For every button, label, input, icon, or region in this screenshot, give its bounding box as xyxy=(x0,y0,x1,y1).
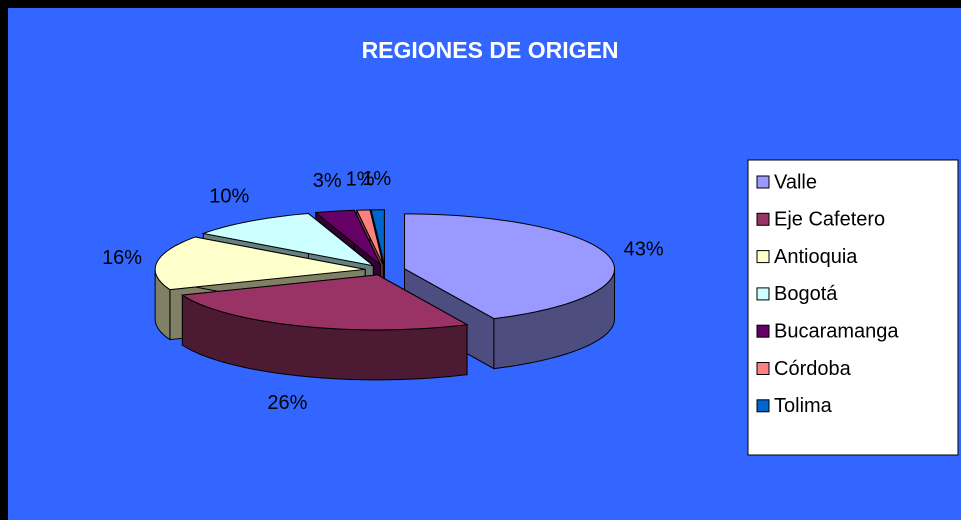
legend-label: Antioquia xyxy=(774,246,858,268)
slice xyxy=(356,209,384,266)
legend-swatch xyxy=(756,362,770,375)
chart-title: REGIONES DE ORIGEN xyxy=(362,37,619,63)
legend-swatch xyxy=(756,324,770,338)
legend-label: Eje Cafetero xyxy=(774,209,885,231)
legend-swatch xyxy=(756,175,770,189)
data-label: 3% xyxy=(313,170,342,192)
legend-label: Valle xyxy=(774,171,817,193)
data-label: 1% xyxy=(346,168,375,190)
data-label: 1% xyxy=(362,168,391,190)
legend xyxy=(747,159,959,456)
legend-label: Tolima xyxy=(774,395,833,417)
legend-label: Córdoba xyxy=(774,358,852,380)
slice xyxy=(201,212,374,267)
legend-swatch xyxy=(756,287,770,301)
slice xyxy=(180,274,469,331)
legend-label: Bucaramanga xyxy=(774,320,899,342)
data-label: 43% xyxy=(624,239,664,261)
legend-label: Bogotá xyxy=(774,283,838,305)
slice xyxy=(404,213,616,320)
slice xyxy=(154,236,366,291)
slice xyxy=(314,209,382,266)
legend-swatch xyxy=(756,250,770,264)
slice xyxy=(370,209,385,265)
legend-swatch xyxy=(756,399,770,413)
data-label: 16% xyxy=(102,247,142,269)
data-label: 26% xyxy=(267,392,307,414)
legend-swatch xyxy=(756,212,770,226)
data-label: 10% xyxy=(209,185,249,207)
